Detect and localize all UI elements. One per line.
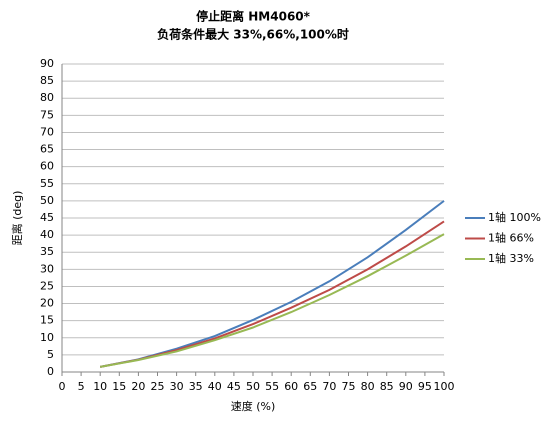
- x-tick-label: 60: [284, 380, 298, 393]
- series-line: [100, 220, 445, 368]
- y-tick-label: 90: [40, 57, 54, 70]
- series-line: [100, 233, 445, 368]
- x-tick-label: 70: [322, 380, 336, 393]
- y-tick-label: 5: [47, 348, 54, 361]
- y-tick-label: 0: [47, 365, 54, 378]
- y-tick-label: 15: [40, 314, 54, 327]
- x-tick-label: 45: [227, 380, 241, 393]
- x-tick-label: 0: [59, 380, 66, 393]
- legend-label: 1轴 66%: [488, 231, 534, 245]
- y-tick-label: 50: [40, 194, 54, 207]
- series-line: [100, 200, 445, 368]
- x-tick-label: 40: [208, 380, 222, 393]
- y-tick-label: 80: [40, 91, 54, 104]
- x-tick-label: 25: [151, 380, 165, 393]
- y-tick-label: 70: [40, 125, 54, 138]
- x-tick-label: 90: [399, 380, 413, 393]
- x-tick-label: 5: [78, 380, 85, 393]
- y-axis-label: 距离 (deg): [10, 191, 24, 246]
- x-tick-label: 35: [189, 380, 203, 393]
- x-tick-label: 85: [380, 380, 394, 393]
- y-tick-label: 60: [40, 160, 54, 173]
- x-tick-label: 75: [342, 380, 356, 393]
- y-tick-label: 40: [40, 228, 54, 241]
- x-tick-label: 20: [131, 380, 145, 393]
- legend-label: 1轴 100%: [488, 210, 541, 224]
- y-tick-label: 20: [40, 297, 54, 310]
- x-tick-label: 15: [112, 380, 126, 393]
- y-tick-label: 30: [40, 262, 54, 275]
- y-tick-label: 55: [40, 177, 54, 190]
- y-tick-label: 75: [40, 108, 54, 121]
- x-tick-label: 10: [93, 380, 107, 393]
- x-tick-label: 65: [303, 380, 317, 393]
- x-tick-label: 30: [170, 380, 184, 393]
- x-tick-label: 100: [434, 380, 455, 393]
- chart-subtitle: 负荷条件最大 33%,66%,100%时: [157, 27, 349, 42]
- y-tick-label: 10: [40, 331, 54, 344]
- x-tick-label: 80: [361, 380, 375, 393]
- x-tick-label: 50: [246, 380, 260, 393]
- x-axis-label: 速度 (%): [231, 399, 276, 413]
- y-tick-label: 65: [40, 143, 54, 156]
- y-tick-label: 35: [40, 245, 54, 258]
- legend-label: 1轴 33%: [488, 251, 534, 265]
- chart-title: 停止距离 HM4060*: [196, 9, 311, 24]
- y-tick-label: 45: [40, 211, 54, 224]
- x-tick-label: 55: [265, 380, 279, 393]
- y-tick-label: 85: [40, 74, 54, 87]
- x-tick-label: 95: [418, 380, 432, 393]
- y-tick-label: 25: [40, 279, 54, 292]
